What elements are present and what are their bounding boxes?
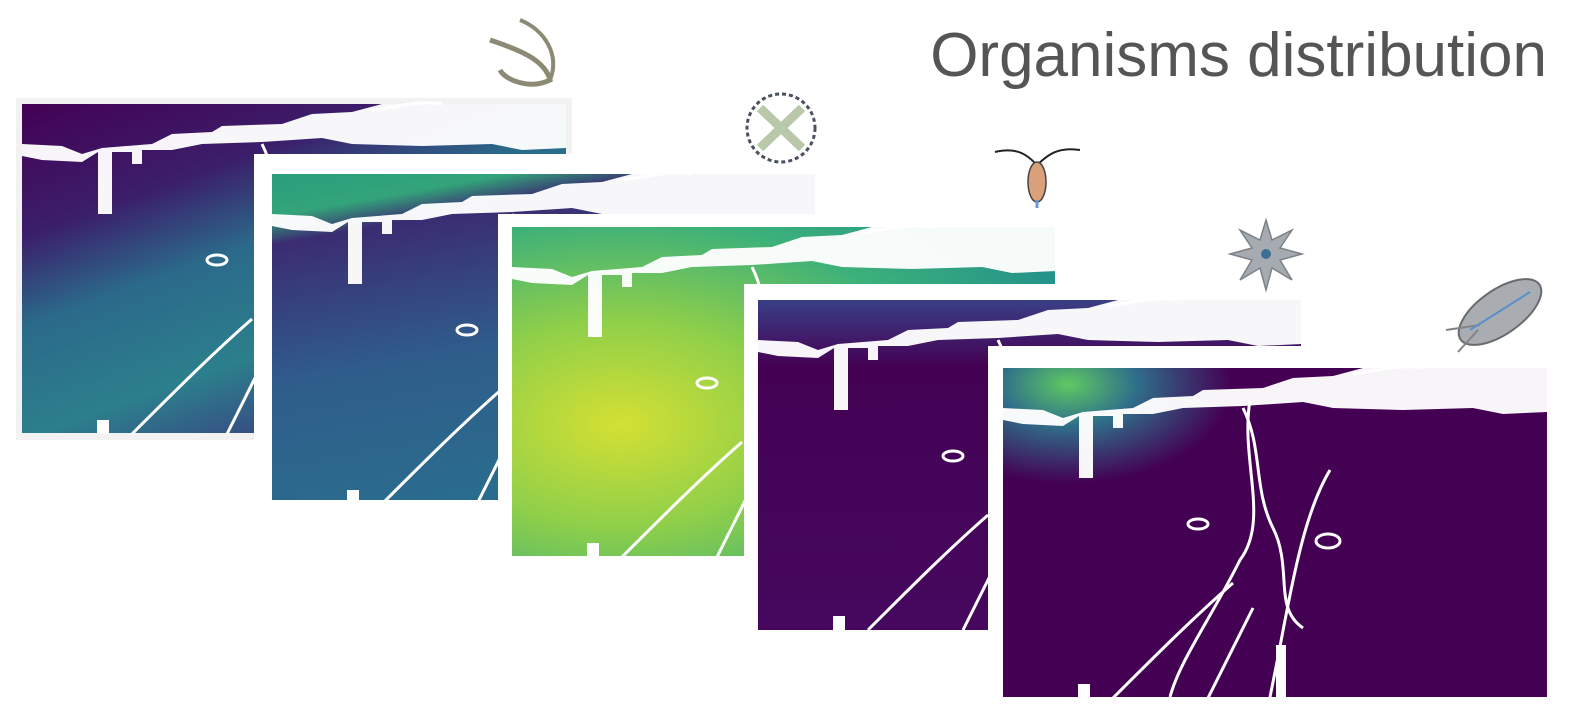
icon bbox=[747, 94, 815, 162]
icon bbox=[1230, 220, 1302, 290]
icon bbox=[1446, 266, 1552, 357]
icon bbox=[995, 149, 1080, 208]
page: Organisms distribution (() => { const da… bbox=[0, 0, 1587, 721]
panel bbox=[988, 346, 1554, 704]
figure: Organisms distribution bbox=[0, 0, 1587, 721]
icon bbox=[490, 20, 553, 84]
title: Organisms distribution bbox=[930, 21, 1547, 90]
